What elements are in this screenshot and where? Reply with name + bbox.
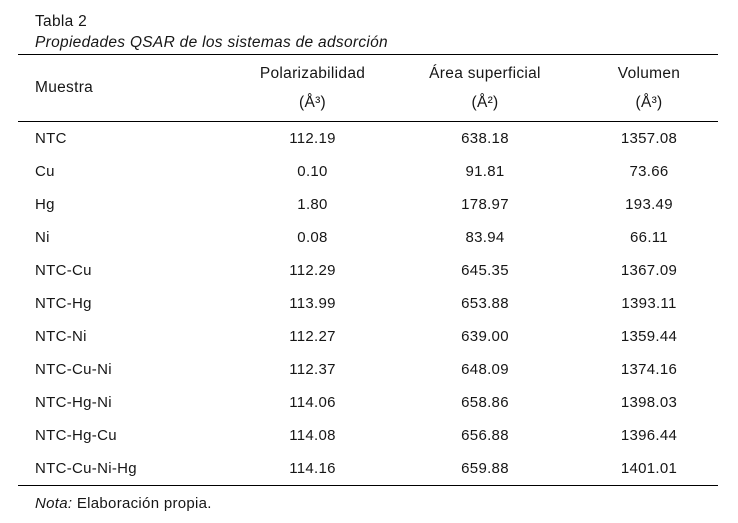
cell-area: 648.09 — [461, 361, 509, 378]
cell-muestra: NTC-Cu — [35, 262, 92, 279]
note-label: Nota: — [35, 495, 73, 512]
cell-area: 639.00 — [461, 328, 509, 345]
table-row: NTC-Cu-Ni-Hg 114.16 659.88 1401.01 — [18, 452, 718, 486]
cell-polarizabilidad: 114.08 — [289, 427, 336, 444]
cell-polarizabilidad: 114.16 — [235, 452, 390, 486]
table-row: Hg 1.80 178.97 193.49 — [18, 188, 718, 221]
table-title: Propiedades QSAR de los sistemas de adso… — [35, 34, 388, 51]
cell-volumen: 1359.44 — [620, 328, 678, 345]
cell-area: 653.88 — [461, 295, 509, 312]
cell-polarizabilidad: 114.06 — [289, 394, 336, 411]
cell-volumen: 1398.03 — [620, 394, 678, 411]
cell-polarizabilidad: 0.10 — [297, 163, 328, 180]
column-header-polarizabilidad: Polarizabilidad (Å³) — [235, 54, 390, 122]
cell-muestra: Ni — [35, 229, 50, 246]
cell-area: 83.94 — [465, 229, 505, 246]
cell-volumen: 73.66 — [629, 163, 669, 180]
table-caption: Tabla 2 Propiedades QSAR de los sistemas… — [18, 11, 718, 53]
table-row: NTC-Hg-Cu 114.08 656.88 1396.44 — [18, 419, 718, 452]
cell-volumen: 1374.16 — [620, 361, 678, 378]
cell-volumen: 1396.44 — [620, 427, 678, 444]
cell-area: 638.18 — [461, 130, 509, 147]
cell-muestra: Cu — [35, 163, 55, 180]
cell-volumen: 1367.09 — [620, 262, 678, 279]
cell-polarizabilidad: 112.29 — [289, 262, 336, 279]
table-row: NTC 112.19 638.18 1357.08 — [18, 122, 718, 156]
cell-polarizabilidad: 112.27 — [289, 328, 336, 345]
cell-muestra: NTC-Hg-Cu — [35, 427, 117, 444]
table-number: Tabla 2 — [35, 13, 88, 30]
cell-area: 178.97 — [461, 196, 509, 213]
column-header-area-superficial: Área superficial (Å²) — [390, 54, 580, 122]
cell-volumen: 1393.11 — [621, 295, 677, 312]
cell-area: 91.81 — [465, 163, 505, 180]
table-body: NTC 112.19 638.18 1357.08 Cu 0.10 91.81 … — [18, 122, 718, 486]
table-header: Muestra Polarizabilidad (Å³) Área superf… — [18, 54, 718, 122]
column-unit: (Å³) — [635, 94, 663, 111]
column-header-volumen: Volumen (Å³) — [580, 54, 718, 122]
table-row: NTC-Hg-Ni 114.06 658.86 1398.03 — [18, 386, 718, 419]
cell-area: 645.35 — [461, 262, 509, 279]
table-row: NTC-Hg 113.99 653.88 1393.11 — [18, 287, 718, 320]
cell-muestra: NTC-Hg — [35, 295, 92, 312]
column-label: Área superficial — [429, 65, 541, 82]
cell-volumen: 1401.01 — [580, 452, 718, 486]
cell-polarizabilidad: 113.99 — [289, 295, 336, 312]
cell-area: 658.86 — [461, 394, 509, 411]
table-row: NTC-Ni 112.27 639.00 1359.44 — [18, 320, 718, 353]
header-row: Muestra Polarizabilidad (Å³) Área superf… — [18, 54, 718, 122]
column-unit: (Å²) — [471, 94, 499, 111]
cell-volumen: 193.49 — [625, 196, 673, 213]
cell-polarizabilidad: 1.80 — [297, 196, 328, 213]
column-header-muestra: Muestra — [18, 54, 235, 122]
cell-muestra: NTC-Ni — [35, 328, 87, 345]
cell-polarizabilidad: 0.08 — [297, 229, 328, 246]
cell-volumen: 1357.08 — [620, 130, 678, 147]
column-label: Muestra — [35, 79, 94, 96]
column-unit: (Å³) — [298, 94, 327, 111]
cell-muestra: NTC-Cu-Ni — [35, 361, 112, 378]
cell-volumen: 66.11 — [630, 229, 668, 246]
table-row: NTC-Cu 112.29 645.35 1367.09 — [18, 254, 718, 287]
cell-muestra: NTC — [35, 130, 67, 147]
cell-muestra: Hg — [35, 196, 55, 213]
table-note: Nota: Elaboración propia. — [18, 495, 718, 512]
qsar-properties-table: Muestra Polarizabilidad (Å³) Área superf… — [18, 54, 718, 486]
table-row: NTC-Cu-Ni 112.37 648.09 1374.16 — [18, 353, 718, 386]
table-row: Cu 0.10 91.81 73.66 — [18, 155, 718, 188]
cell-polarizabilidad: 112.37 — [289, 361, 336, 378]
column-label: Polarizabilidad — [259, 65, 366, 82]
table-row: Ni 0.08 83.94 66.11 — [18, 221, 718, 254]
cell-area: 656.88 — [461, 427, 509, 444]
cell-area: 659.88 — [390, 452, 580, 486]
cell-muestra: NTC-Hg-Ni — [35, 394, 112, 411]
cell-polarizabilidad: 112.19 — [289, 130, 336, 147]
cell-muestra: NTC-Cu-Ni-Hg — [18, 452, 235, 486]
note-text: Elaboración propia. — [72, 495, 212, 512]
column-label: Volumen — [617, 65, 681, 82]
